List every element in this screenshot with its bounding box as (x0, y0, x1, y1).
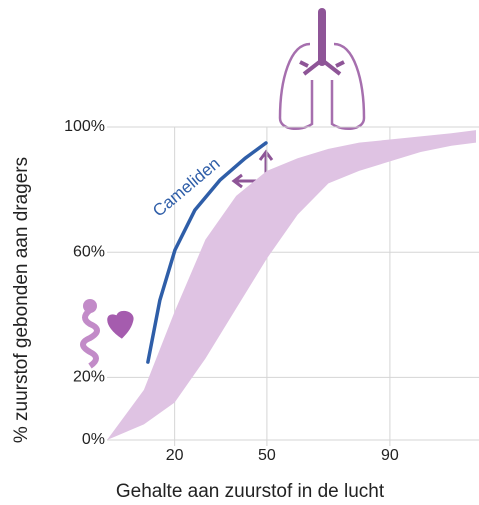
y-tick-label: 100% (64, 118, 105, 135)
line (146, 141, 268, 364)
y-tick-label: 20% (73, 369, 105, 386)
x-tick-label: 50 (258, 447, 276, 464)
y-tick-label: 0% (82, 431, 105, 448)
lungs-icon (278, 8, 366, 131)
x-tick-label: 90 (381, 447, 399, 464)
y-tick-label: 60% (73, 243, 105, 260)
x-axis-title: Gehalte aan zuurstof in de lucht (116, 481, 385, 502)
organ-icon (80, 299, 136, 369)
range-band (107, 130, 476, 440)
x-tick-label: 20 (166, 447, 184, 464)
y-axis-title: % zuurstof gebonden aan dragers (11, 157, 32, 443)
